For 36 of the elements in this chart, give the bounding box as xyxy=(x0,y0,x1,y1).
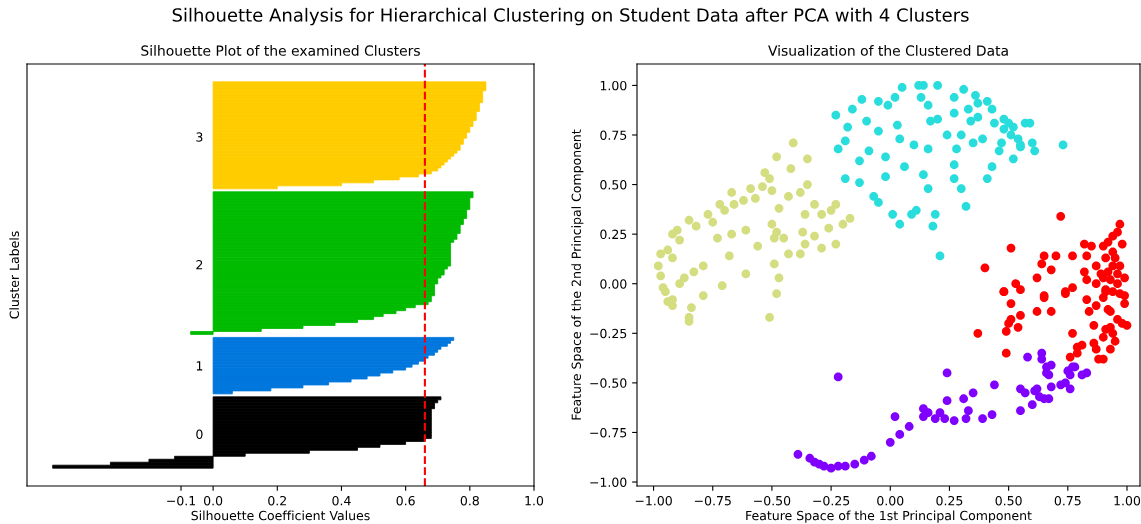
y-tick-label: −0.25 xyxy=(590,328,627,339)
x-tick-label: 0.8 xyxy=(460,495,479,506)
text: Silhouette Analysis for Hierarchical Clustering on Student Data after PCA with 4 Clusters xyxy=(172,7,969,26)
x-tick-label: 0.25 xyxy=(936,495,963,506)
x-tick-label: −0.75 xyxy=(694,495,731,506)
y-tick-label: −0.50 xyxy=(590,378,627,388)
y-tick-label: 0 xyxy=(196,429,203,439)
x-tick-label: 0.75 xyxy=(1054,495,1081,506)
y-axis-title: Cluster Labels xyxy=(9,231,20,319)
y-tick-label: 1.00 xyxy=(600,80,627,91)
y-tick-label: 0.00 xyxy=(600,279,627,289)
x-tick-label: 0.00 xyxy=(877,495,904,506)
x-tick-label: 0.2 xyxy=(268,495,286,506)
x-tick-label: 0.0 xyxy=(204,495,223,506)
x-tick-label: 0.50 xyxy=(995,495,1022,506)
y-tick-label: −0.75 xyxy=(590,427,627,438)
y-tick-label: 0.75 xyxy=(600,130,627,140)
x-tick-label: 1.00 xyxy=(1114,495,1141,506)
y-tick-label: −1.00 xyxy=(590,477,627,487)
x-tick-label: 0.6 xyxy=(396,495,415,506)
chart-title: Visualization of the Clustered Data xyxy=(768,45,1008,56)
y-axis-title: Feature Space of the 2nd Principal Component xyxy=(571,129,584,420)
x-axis-title: Feature Space of the 1st Principal Component xyxy=(746,510,1032,523)
x-tick-label: −0.50 xyxy=(754,495,791,506)
chart-title: Silhouette Plot of the examined Clusters xyxy=(141,45,420,56)
x-tick-label: −0.1 xyxy=(167,495,196,506)
y-tick-label: 0.50 xyxy=(600,180,627,190)
y-tick-label: 0.25 xyxy=(600,229,627,240)
x-tick-label: 1.0 xyxy=(525,495,544,506)
x-tick-label: −1.00 xyxy=(635,495,672,506)
y-tick-label: 3 xyxy=(196,132,203,142)
y-tick-label: 1 xyxy=(196,361,203,371)
y-tick-label: 2 xyxy=(196,260,203,270)
x-axis-title: Silhouette Coefficient Values xyxy=(191,510,370,521)
x-tick-label: 0.4 xyxy=(332,495,351,506)
x-tick-label: −0.25 xyxy=(813,495,850,506)
